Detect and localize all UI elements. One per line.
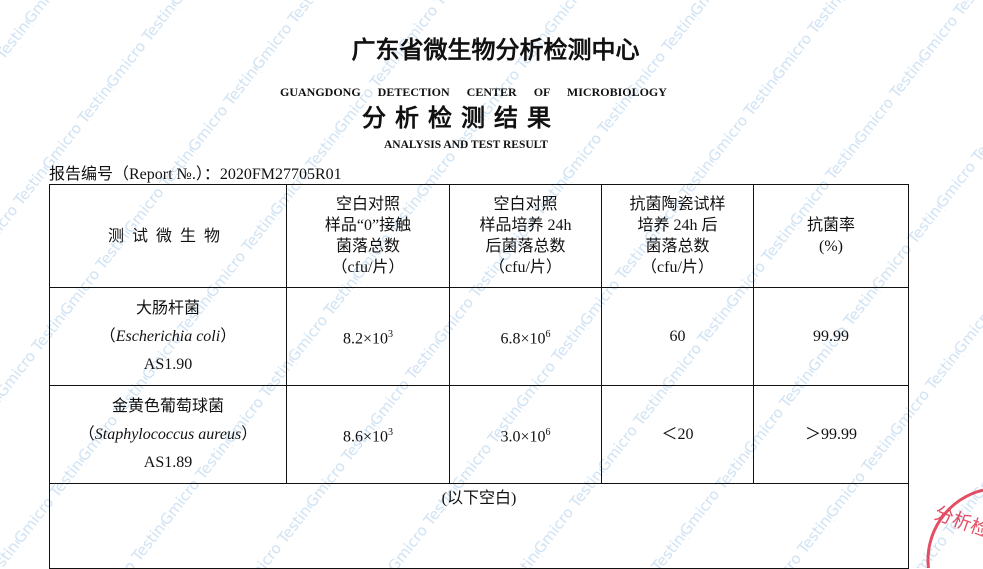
header-blank-24h: 空白对照 样品培养 24h 后菌落总数 （cfu/片）	[449, 184, 602, 288]
official-stamp: 分析检	[926, 488, 983, 568]
table-header-row: 测试微生物 空白对照 样品“0”接触 菌落总数 （cfu/片） 空白对照 样品培养 24…	[49, 184, 909, 288]
table-footer-row: (以下空白)	[49, 483, 909, 569]
blank-0h-cell: 8.2×103	[286, 287, 450, 386]
microorganism-cell: 大肠杆菌 （Escherichia coli） AS1.90	[49, 287, 287, 386]
center-title-cn: 广东省微生物分析检测中心	[351, 36, 640, 64]
header-microorganism: 测试微生物	[49, 184, 287, 288]
blank-0h-cell: 8.6×103	[286, 385, 450, 484]
rate-cell: ＞99.99	[753, 385, 909, 484]
microorganism-cell: 金黄色葡萄球菌 （Staphylococcus aureus） AS1.89	[49, 385, 287, 484]
sample-24h-cell: ＜20	[601, 385, 754, 484]
header-antibacterial-rate: 抗菌率 (%)	[753, 184, 909, 288]
blank-24h-cell: 3.0×106	[449, 385, 602, 484]
table-row: 大肠杆菌 （Escherichia coli） AS1.90 8.2×103 6.8…	[49, 287, 909, 386]
header-sample-24h: 抗菌陶瓷试样 培养 24h 后菌落总数 （cfu/片）	[601, 184, 754, 288]
report-number: 报告编号（Report №.）：2020FM27705R01	[49, 166, 342, 183]
result-table: 测试微生物 空白对照 样品“0”接触 菌落总数 （cfu/片） 空白对照 样品培养 24…	[49, 184, 909, 569]
header-blank-0h: 空白对照 样品“0”接触 菌落总数 （cfu/片）	[286, 184, 450, 288]
result-title-en: ANALYSIS AND TEST RESULT	[384, 139, 548, 151]
sample-24h-cell: 60	[601, 287, 754, 386]
result-title-cn: 分析检测结果	[362, 104, 560, 132]
blank-below-note: (以下空白)	[49, 483, 909, 569]
stamp-text: 分析检	[931, 502, 983, 542]
table-row: 金黄色葡萄球菌 （Staphylococcus aureus） AS1.89 8.6…	[49, 385, 909, 484]
blank-24h-cell: 6.8×106	[449, 287, 602, 386]
rate-cell: 99.99	[753, 287, 909, 386]
